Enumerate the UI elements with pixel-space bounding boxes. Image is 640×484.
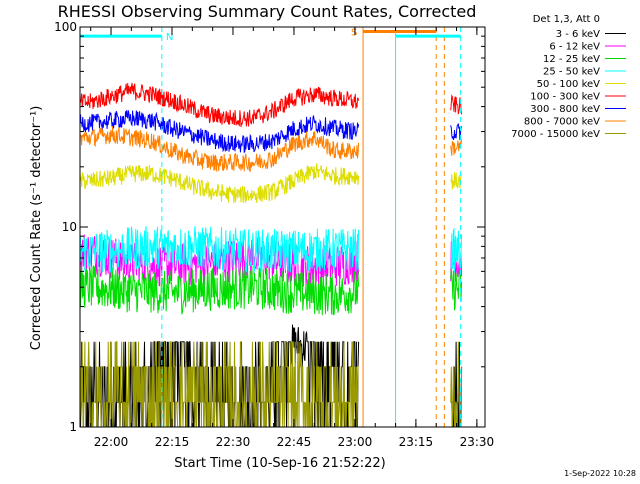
- series-800-7000-kev: [79, 126, 463, 173]
- legend-label: 6 - 12 keV: [549, 42, 600, 53]
- series-trace: [79, 226, 360, 273]
- series-300-800-kev: [79, 110, 463, 154]
- legend-label: 50 - 100 keV: [537, 79, 601, 90]
- series-trace: [79, 126, 360, 173]
- series-trace: [450, 172, 463, 190]
- series-trace: [450, 267, 463, 311]
- series-trace: [79, 341, 359, 428]
- legend-label: 25 - 50 keV: [543, 67, 600, 78]
- series-trace: [450, 123, 463, 141]
- series-trace: [450, 139, 463, 156]
- series-trace: [450, 94, 463, 115]
- x-tick-label: 22:15: [155, 435, 190, 449]
- y-tick-label: 10: [62, 220, 77, 234]
- legend-label: 12 - 25 keV: [543, 54, 600, 65]
- x-tick-label: 22:30: [216, 435, 251, 449]
- legend-label: 3 - 6 keV: [556, 29, 600, 40]
- legend-header: Det 1,3, Att 0: [533, 14, 600, 25]
- chart-title: RHESSI Observing Summary Count Rates, Co…: [58, 2, 477, 21]
- x-tick-label: 23:30: [460, 435, 495, 449]
- axes-group: 1 10 100 22:00 22:15 22:30 22:45 23:00 23:15 23:3…: [54, 20, 494, 449]
- series-12-25-kev: [79, 265, 463, 316]
- series-trace: [79, 163, 360, 204]
- series-trace: [79, 82, 360, 128]
- legend-label: 800 - 7000 keV: [524, 117, 600, 128]
- footer-date: 1-Sep-2022 10:28: [564, 469, 636, 478]
- series-25-50-kev: [79, 226, 463, 273]
- series-trace: [450, 341, 463, 428]
- y-tick-label: 1: [69, 420, 77, 434]
- series-trace: [79, 265, 360, 316]
- legend-label: 100 - 300 keV: [530, 92, 600, 103]
- y-tick-label: 100: [54, 20, 77, 34]
- x-tick-label: 22:45: [277, 435, 312, 449]
- x-tick-label: 23:15: [399, 435, 434, 449]
- x-axis-label: Start Time (10-Sep-16 21:52:22): [174, 456, 385, 471]
- night-flag-label: N: [166, 32, 173, 43]
- legend-label: 300 - 800 keV: [530, 104, 600, 115]
- series-7000-15000-kev: [79, 341, 463, 428]
- series-trace: [79, 110, 360, 154]
- y-axis-label: Corrected Count Rate (s⁻¹ detector⁻¹): [29, 106, 44, 351]
- legend-label: 7000 - 15000 keV: [511, 129, 600, 140]
- x-tick-label: 22:00: [94, 435, 129, 449]
- saa-flag-label: S: [351, 27, 357, 38]
- x-tick-label: 23:00: [338, 435, 373, 449]
- series-100-300-kev: [79, 82, 463, 128]
- series-trace: [450, 227, 463, 273]
- series-50-100-kev: [79, 163, 463, 204]
